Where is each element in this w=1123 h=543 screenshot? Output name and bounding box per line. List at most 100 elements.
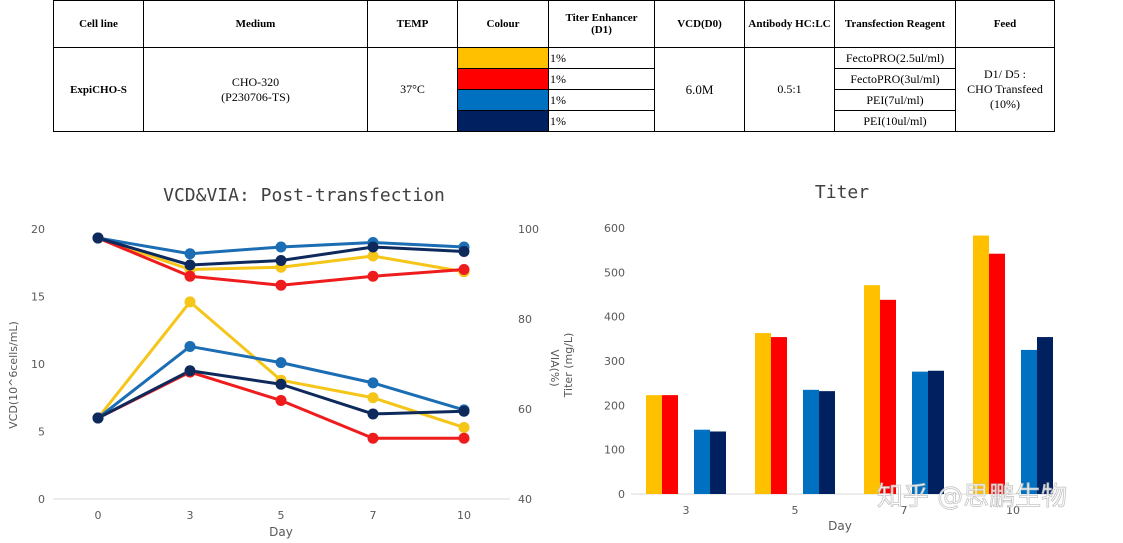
vcd-data-point — [458, 421, 470, 433]
x-tick-label: 5 — [278, 509, 285, 522]
via-data-point — [184, 270, 196, 282]
table-header-row: Cell line Medium TEMP Colour Titer Enhan… — [53, 0, 1055, 48]
via-data-point — [275, 241, 287, 253]
enhancer-value: 1% — [548, 68, 655, 90]
vcd-data-point — [184, 365, 196, 377]
y-tick-label: 100 — [604, 444, 625, 457]
bar-chart-x-label: Day — [828, 519, 852, 533]
bar-chart-title: Titer — [815, 182, 869, 203]
colour-swatch-cell — [457, 68, 549, 90]
feed-days: D1/ D5 : — [984, 67, 1026, 81]
bar-chart-y-label: Titer (mg/L) — [562, 333, 575, 399]
table-row: 1% PEI(7ul/ml) — [54, 89, 1055, 111]
y-tick-label: 0 — [38, 493, 45, 506]
x-tick-label: 7 — [370, 509, 377, 522]
via-data-point — [275, 279, 287, 291]
colour-swatch-cell — [457, 47, 549, 69]
titer-bar — [694, 429, 710, 494]
titer-bar-chart: Titer 0 100 200 300 400 500 600 3 5 7 10 Titer (m… — [562, 182, 1068, 533]
vcd-data-point — [367, 408, 379, 420]
feed-percent: (10%) — [990, 97, 1020, 111]
via-data-point — [92, 232, 104, 244]
experiment-conditions-table: Cell line Medium TEMP Colour Titer Enhan… — [53, 0, 1055, 132]
y2-tick-label: 100 — [518, 223, 539, 236]
enhancer-value: 1% — [548, 89, 655, 111]
via-data-point — [367, 241, 379, 253]
y2-tick-label: 60 — [518, 403, 532, 416]
titer-bar — [803, 389, 819, 494]
header-cell-line: Cell line — [53, 0, 144, 48]
colour-swatch-cell — [457, 89, 549, 111]
titer-bar — [646, 395, 662, 494]
y2-tick-label: 40 — [518, 493, 532, 506]
reagent-value: PEI(10ul/ml) — [834, 110, 956, 132]
header-vcd-d0: VCD(D0) — [654, 0, 745, 48]
y-tick-label: 15 — [31, 291, 45, 304]
titer-bar — [1037, 337, 1053, 494]
titer-bar — [989, 253, 1005, 494]
titer-bar — [1021, 349, 1037, 494]
reagent-value: FectoPRO(2.5ul/ml) — [834, 47, 956, 69]
medium-lot: (P230706-TS) — [221, 89, 290, 104]
vcd-data-point — [184, 296, 196, 308]
feed-value: D1/ D5 : CHO Transfeed (10%) — [955, 47, 1055, 132]
y-tick-label: 20 — [31, 223, 45, 236]
y-tick-label: 5 — [38, 426, 45, 439]
titer-bar — [864, 285, 880, 494]
table-row: 1% PEI(10ul/ml) — [54, 110, 1055, 132]
vcd-data-point — [92, 412, 104, 424]
titer-bar — [662, 395, 678, 494]
titer-bar — [912, 371, 928, 494]
via-data-point — [184, 259, 196, 271]
colour-swatch — [458, 90, 548, 110]
y-tick-label: 300 — [604, 355, 625, 368]
titer-bar — [819, 391, 835, 494]
antibody-ratio-value: 0.5:1 — [744, 47, 835, 132]
vcd-data-point — [458, 432, 470, 444]
vcd-data-point — [275, 357, 287, 369]
titer-bar — [928, 370, 944, 494]
enhancer-value: 1% — [548, 47, 655, 69]
via-data-point — [367, 270, 379, 282]
x-tick-label: 3 — [187, 509, 194, 522]
medium-value: CHO-320 (P230706-TS) — [143, 47, 368, 132]
feed-product: CHO Transfeed — [967, 82, 1043, 96]
line-chart-y-label: VCD(10^6cells/mL) — [7, 321, 20, 429]
header-temp: TEMP — [367, 0, 458, 48]
x-tick-label: 3 — [683, 504, 690, 517]
y-tick-label: 0 — [618, 488, 625, 501]
y2-tick-label: 80 — [518, 313, 532, 326]
vcd-data-point — [458, 405, 470, 417]
colour-swatch — [458, 111, 548, 131]
x-tick-label: 10 — [1006, 504, 1020, 517]
cell-line-value: ExpiCHO-S — [53, 47, 144, 132]
line-chart-y2-label: VIA(%) — [548, 349, 560, 386]
header-medium: Medium — [143, 0, 368, 48]
line-chart-x-label: Day — [269, 525, 293, 539]
x-tick-label: 7 — [901, 504, 908, 517]
enhancer-value: 1% — [548, 110, 655, 132]
reagent-value: PEI(7ul/ml) — [834, 89, 956, 111]
table-row: ExpiCHO-S CHO-320 (P230706-TS) 37°C 1% 6… — [53, 47, 1055, 132]
header-antibody-ratio: Antibody HC:LC — [744, 0, 835, 48]
medium-name: CHO-320 — [231, 74, 280, 89]
vcd-data-point — [184, 340, 196, 352]
colour-swatch-cell — [457, 110, 549, 132]
line-chart-title: VCD&VIA: Post-transfection — [163, 185, 445, 206]
vcd-d0-value: 6.0M — [654, 47, 745, 132]
via-data-point — [458, 264, 470, 275]
titer-bar — [710, 431, 726, 494]
y-tick-label: 10 — [31, 358, 45, 371]
x-tick-label: 0 — [95, 509, 102, 522]
via-data-point — [184, 248, 196, 260]
vcd-data-point — [275, 394, 287, 406]
watermark-text: 知乎 @思鹏生物 — [877, 482, 1067, 512]
y-tick-label: 600 — [604, 222, 625, 235]
titer-bar — [755, 333, 771, 494]
temp-value: 37°C — [367, 47, 458, 132]
titer-bar — [973, 235, 989, 494]
colour-swatch — [458, 48, 548, 68]
header-feed: Feed — [955, 0, 1055, 48]
header-transfection-reagent: Transfection Reagent — [834, 0, 956, 48]
titer-bar — [880, 299, 896, 494]
